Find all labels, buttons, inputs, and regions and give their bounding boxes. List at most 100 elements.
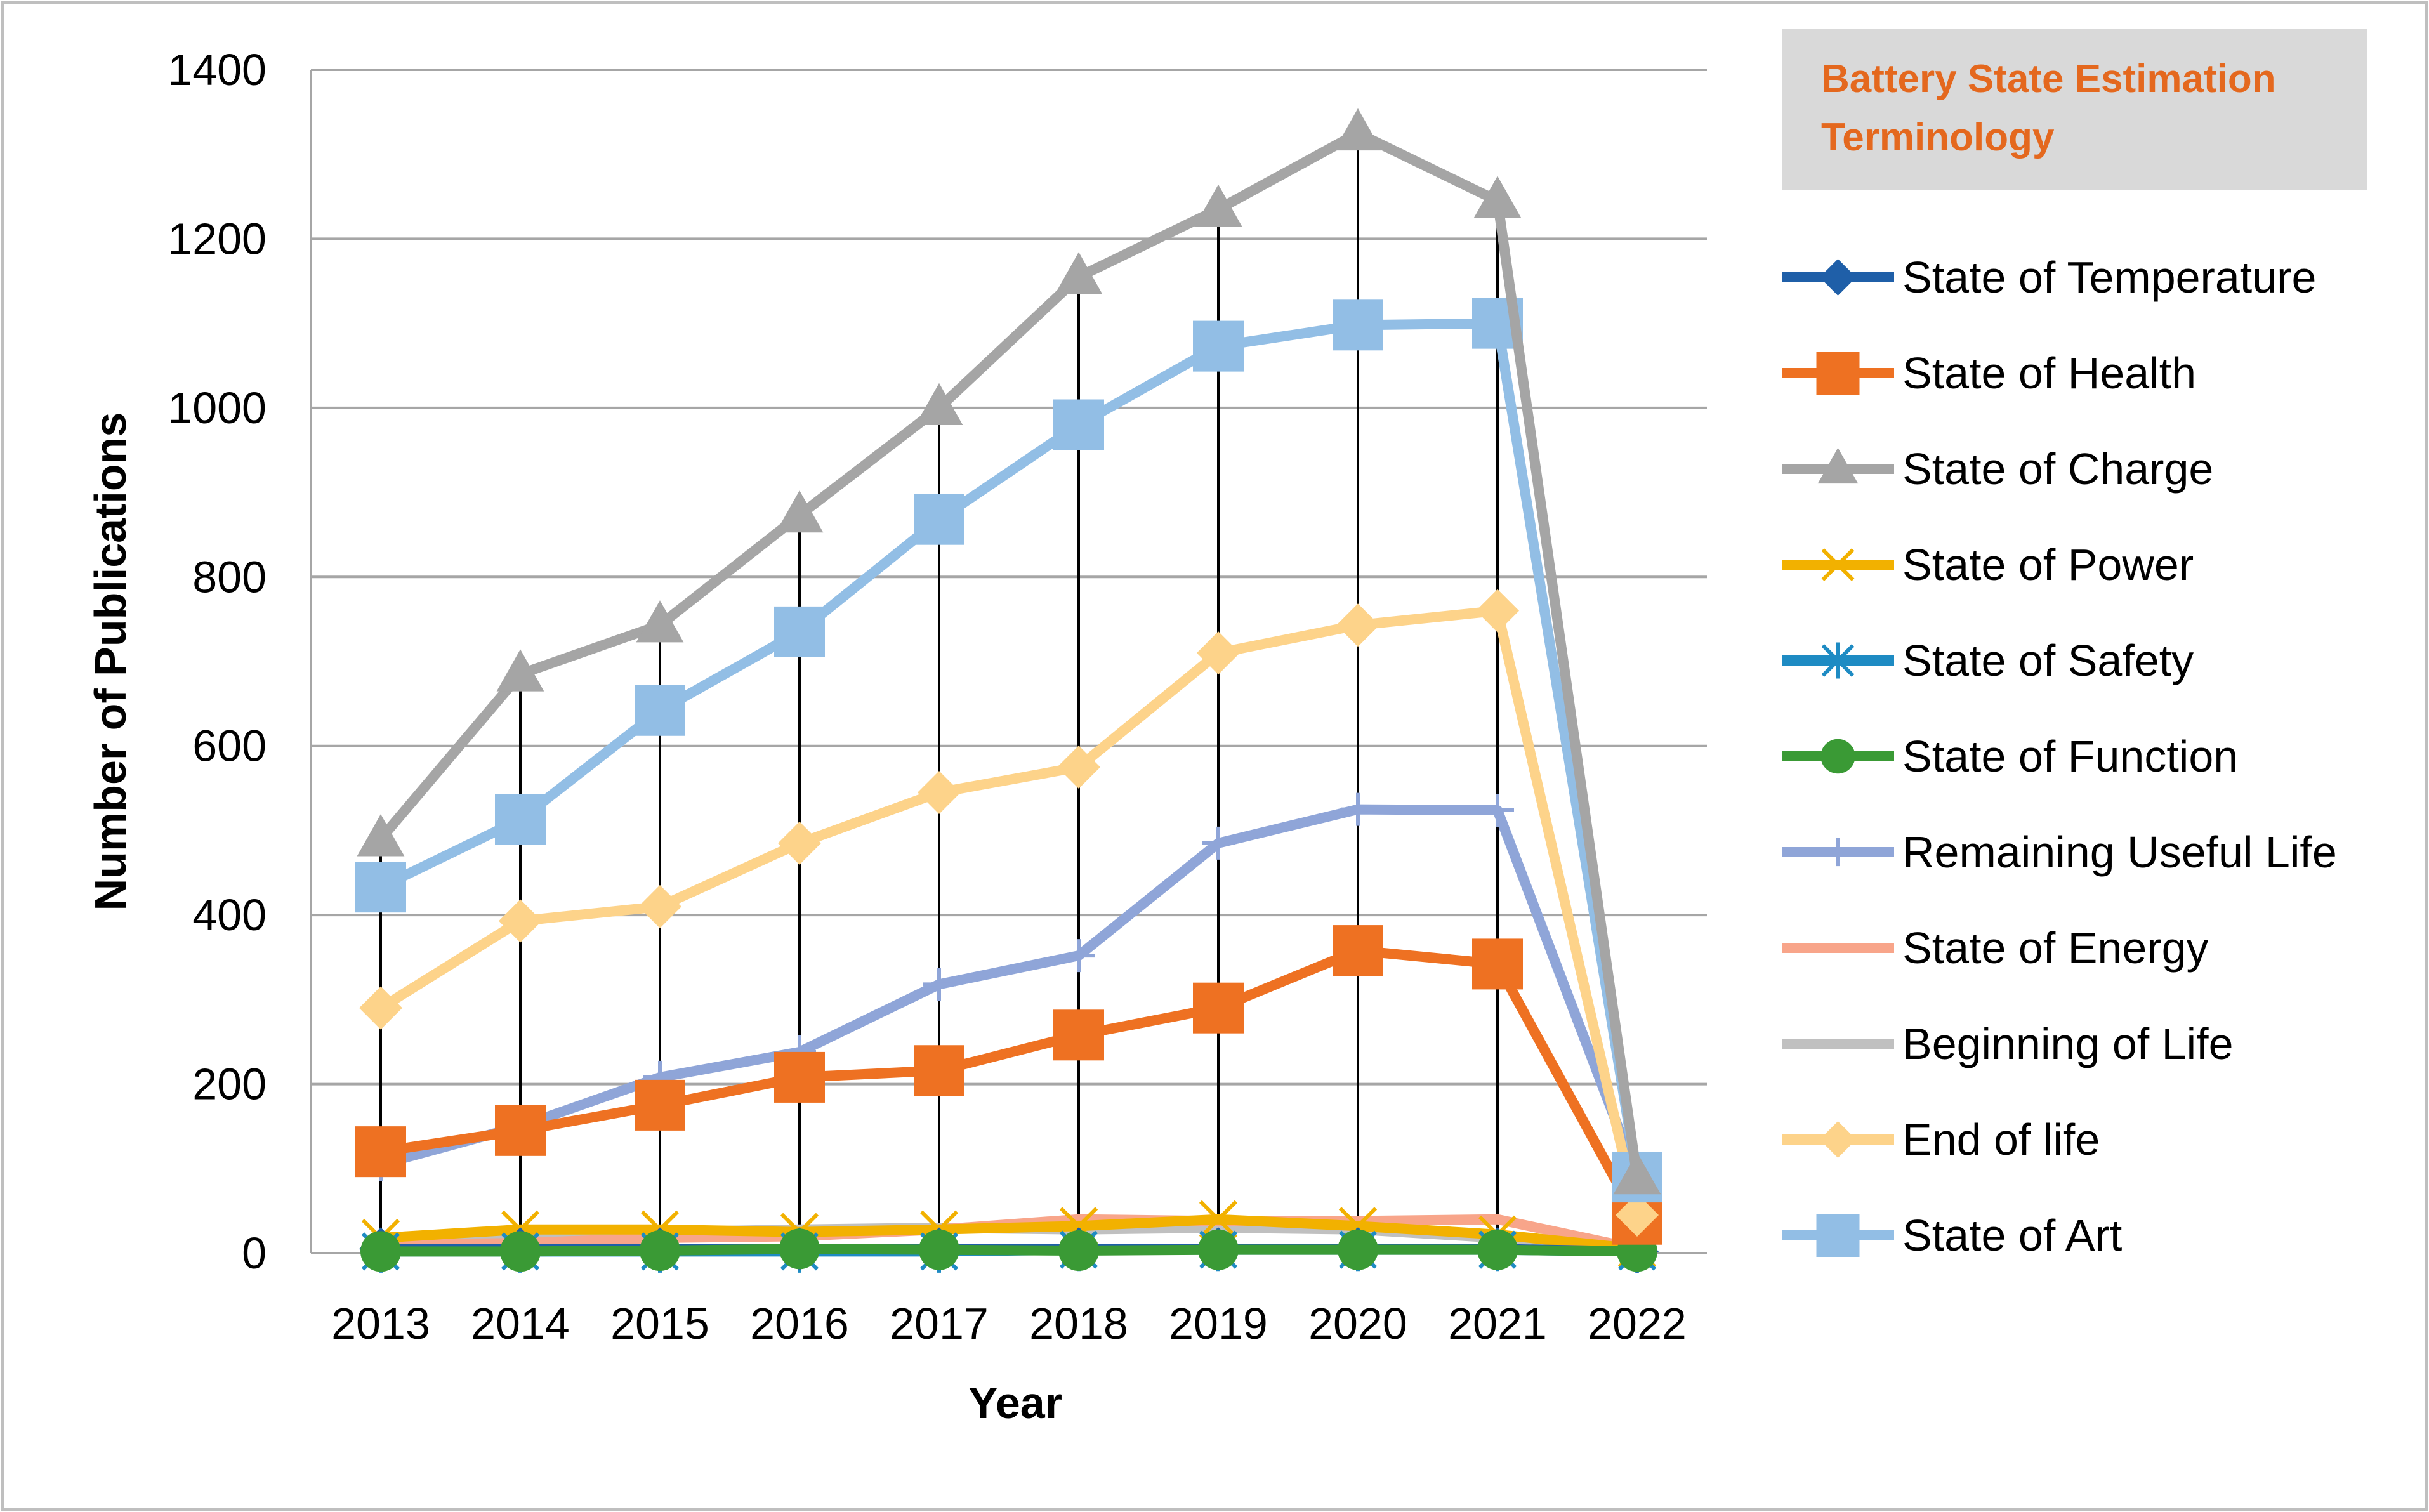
data-point-state-of-charge-2013 bbox=[357, 814, 405, 857]
data-point-state-of-charge-2021 bbox=[1473, 176, 1522, 218]
series-line-state-of-health bbox=[376, 945, 1642, 1225]
data-point-end-of-life-2022 bbox=[1616, 1193, 1659, 1237]
legend-label-state-of-safety: State of Safety bbox=[1902, 636, 2194, 685]
data-point-state-of-art-2013 bbox=[355, 862, 406, 913]
data-point-end-of-life-2020 bbox=[1336, 603, 1379, 647]
x-tick-label-2020: 2020 bbox=[1308, 1299, 1407, 1348]
legend-label-state-of-charge: State of Charge bbox=[1902, 444, 2213, 494]
data-point-remaining-useful-life-2020 bbox=[1341, 792, 1374, 826]
data-point-state-of-health-2021 bbox=[1472, 938, 1523, 990]
data-point-end-of-life-2017 bbox=[918, 770, 961, 814]
legend-swatch-marker bbox=[1821, 548, 1855, 581]
x-axis-title: Year bbox=[968, 1378, 1062, 1428]
data-point-state-of-health-2016 bbox=[774, 1051, 825, 1103]
y-tick-label-800: 800 bbox=[192, 552, 267, 602]
y-tick-label-1200: 1200 bbox=[168, 214, 267, 263]
data-point-state-of-charge-2017 bbox=[915, 383, 963, 426]
legend-label-state-of-art: State of Art bbox=[1902, 1211, 2122, 1260]
data-point-state-of-health-2020 bbox=[1333, 925, 1383, 976]
legend-swatch-marker bbox=[1816, 1214, 1860, 1257]
series-line-remaining-useful-life bbox=[376, 804, 1642, 1183]
legend-title-line: Terminology bbox=[1821, 115, 2055, 159]
data-point-state-of-art-2015 bbox=[635, 685, 685, 736]
legend-label-beginning-of-life: Beginning of Life bbox=[1902, 1019, 2234, 1068]
series-line-end-of-life bbox=[376, 605, 1642, 1221]
legend-label-state-of-health: State of Health bbox=[1902, 348, 2196, 398]
data-point-state-of-function-2020 bbox=[1338, 1229, 1378, 1270]
legend-title-box bbox=[1782, 29, 2367, 190]
data-point-state-of-art-2019 bbox=[1193, 320, 1244, 372]
series-line-state-of-power bbox=[376, 1214, 1642, 1254]
x-tick-label-2015: 2015 bbox=[610, 1299, 709, 1348]
series-state-of-function bbox=[360, 1228, 1657, 1272]
x-tick-label-2016: 2016 bbox=[750, 1299, 849, 1348]
series-line-state-of-charge bbox=[376, 128, 1642, 1183]
data-point-state-of-art-2016 bbox=[774, 606, 825, 657]
y-tick-label-600: 600 bbox=[192, 721, 267, 771]
data-point-remaining-useful-life-2019 bbox=[1202, 826, 1235, 860]
legend-item-state-of-temperature: State of Temperature bbox=[1782, 253, 2316, 302]
data-point-end-of-life-2016 bbox=[778, 821, 821, 865]
data-point-state-of-art-2014 bbox=[495, 794, 546, 845]
data-point-state-of-function-2016 bbox=[779, 1228, 820, 1270]
series-line-state-of-art bbox=[376, 318, 1642, 1183]
data-point-state-of-charge-2014 bbox=[496, 649, 544, 692]
data-point-state-of-charge-2018 bbox=[1055, 252, 1103, 294]
data-point-state-of-health-2017 bbox=[914, 1045, 964, 1096]
x-tick-label-2019: 2019 bbox=[1169, 1299, 1268, 1348]
legend-swatch-marker bbox=[1816, 352, 1860, 395]
data-point-end-of-life-2018 bbox=[1057, 746, 1100, 789]
legend-item-beginning-of-life: Beginning of Life bbox=[1782, 1019, 2234, 1068]
data-point-remaining-useful-life-2021 bbox=[1481, 793, 1514, 827]
data-point-state-of-function-2018 bbox=[1058, 1230, 1099, 1272]
data-point-state-of-charge-2020 bbox=[1334, 108, 1382, 151]
data-point-end-of-life-2019 bbox=[1197, 631, 1240, 675]
legend-item-state-of-power: State of Power bbox=[1782, 540, 2194, 589]
legend-label-remaining-useful-life: Remaining Useful Life bbox=[1902, 827, 2337, 877]
data-point-state-of-health-2015 bbox=[635, 1079, 685, 1131]
y-tick-label-400: 400 bbox=[192, 890, 267, 940]
data-point-state-of-charge-2019 bbox=[1194, 184, 1242, 227]
data-point-state-of-art-2020 bbox=[1333, 299, 1383, 351]
data-point-state-of-health-2013 bbox=[355, 1126, 406, 1178]
legend-label-state-of-temperature: State of Temperature bbox=[1902, 253, 2316, 302]
series-end-of-life bbox=[359, 589, 1659, 1237]
series-line-state-of-function bbox=[376, 1244, 1642, 1257]
legend-title-line: Battery State Estimation bbox=[1821, 57, 2276, 101]
x-tick-label-2017: 2017 bbox=[890, 1299, 989, 1348]
data-point-state-of-function-2019 bbox=[1198, 1229, 1239, 1270]
legend-item-state-of-function: State of Function bbox=[1782, 732, 2238, 781]
series-state-of-art bbox=[355, 298, 1662, 1203]
legend-item-state-of-art: State of Art bbox=[1782, 1211, 2122, 1260]
legend-label-state-of-function: State of Function bbox=[1902, 732, 2238, 781]
data-point-remaining-useful-life-2017 bbox=[923, 968, 956, 1001]
legend-swatch-marker bbox=[1819, 259, 1857, 296]
legend: Battery State Estimation Terminology State… bbox=[1782, 29, 2367, 1260]
legend-label-state-of-energy: State of Energy bbox=[1902, 923, 2209, 973]
data-point-state-of-art-2017 bbox=[914, 494, 964, 545]
x-tick-label-2021: 2021 bbox=[1448, 1299, 1547, 1348]
data-point-state-of-function-2015 bbox=[640, 1230, 680, 1272]
series-state-of-charge bbox=[357, 108, 1661, 1195]
data-point-state-of-charge-2015 bbox=[636, 600, 684, 643]
x-tick-label-2014: 2014 bbox=[471, 1299, 570, 1348]
legend-swatch-marker bbox=[1824, 838, 1852, 867]
legend-swatch-marker bbox=[1817, 447, 1859, 484]
data-point-end-of-life-2015 bbox=[638, 884, 681, 928]
data-point-state-of-health-2019 bbox=[1193, 982, 1244, 1034]
data-point-end-of-life-2021 bbox=[1476, 589, 1519, 633]
data-point-state-of-charge-2016 bbox=[775, 490, 824, 533]
y-tick-label-200: 200 bbox=[192, 1060, 267, 1109]
y-tick-label-1400: 1400 bbox=[168, 45, 267, 95]
data-point-end-of-life-2013 bbox=[359, 986, 402, 1030]
data-point-state-of-function-2021 bbox=[1477, 1229, 1518, 1270]
x-tick-label-2022: 2022 bbox=[1588, 1299, 1687, 1348]
y-tick-label-1000: 1000 bbox=[168, 383, 267, 433]
legend-swatch-marker bbox=[1820, 739, 1855, 774]
data-point-state-of-health-2018 bbox=[1053, 1009, 1104, 1061]
legend-item-remaining-useful-life: Remaining Useful Life bbox=[1782, 827, 2337, 877]
data-point-state-of-art-2018 bbox=[1053, 399, 1104, 450]
legend-item-state-of-safety: State of Safety bbox=[1782, 636, 2194, 685]
data-point-state-of-function-2014 bbox=[500, 1231, 541, 1272]
